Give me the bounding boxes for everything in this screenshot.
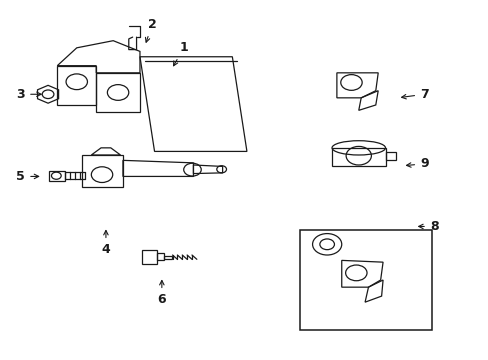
Text: 7: 7 [401, 88, 428, 101]
Text: 6: 6 [157, 280, 166, 306]
Text: 1: 1 [173, 41, 188, 66]
Text: 8: 8 [418, 220, 438, 233]
Text: 5: 5 [17, 170, 39, 183]
Text: 9: 9 [406, 157, 428, 170]
Text: 3: 3 [17, 88, 41, 101]
Text: 2: 2 [145, 18, 156, 42]
Text: 4: 4 [102, 230, 110, 256]
Bar [300, 230, 431, 330]
